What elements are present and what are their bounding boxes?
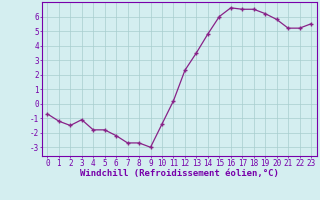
X-axis label: Windchill (Refroidissement éolien,°C): Windchill (Refroidissement éolien,°C) <box>80 169 279 178</box>
